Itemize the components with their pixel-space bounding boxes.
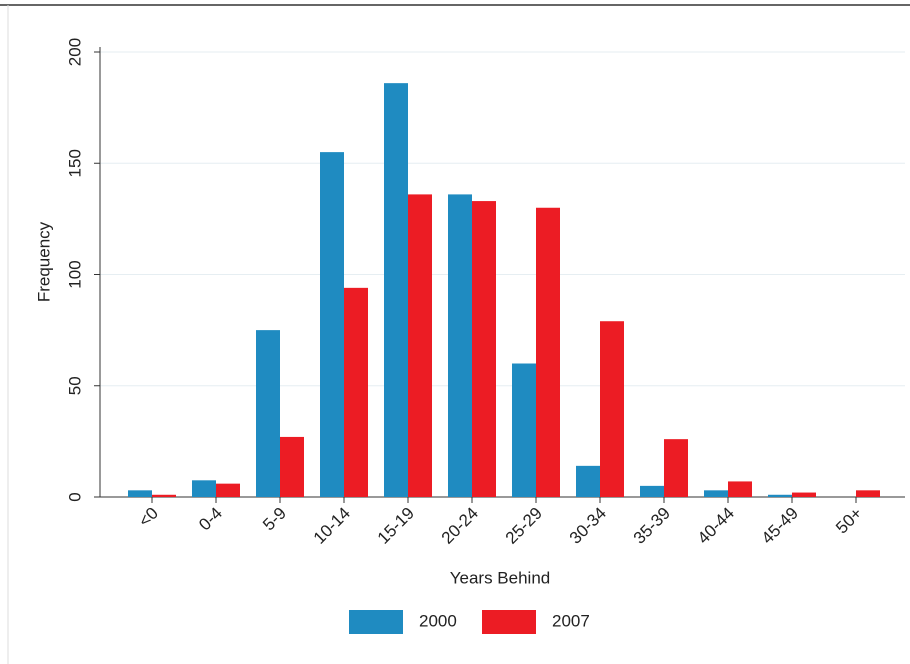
y-axis-title: Frequency [34, 221, 53, 302]
y-tick-label: 200 [65, 38, 84, 66]
bar [728, 481, 752, 497]
bar [320, 152, 344, 497]
bar [216, 483, 240, 497]
bar [472, 201, 496, 497]
x-tick-label: 50+ [832, 504, 866, 538]
x-tick-label: 15-19 [374, 504, 418, 548]
legend-swatch [482, 610, 536, 634]
x-tick-label: 25-29 [502, 504, 546, 548]
x-tick-label: 5-9 [259, 504, 290, 535]
bar [128, 490, 152, 497]
bar [600, 321, 624, 497]
x-tick-label: 40-44 [694, 504, 738, 548]
x-tick-label: 20-24 [438, 504, 482, 548]
bar [384, 83, 408, 498]
bar [512, 363, 536, 497]
bar [280, 436, 304, 497]
legend-label: 2007 [552, 611, 590, 630]
bar [344, 287, 368, 497]
bar [192, 480, 216, 497]
y-tick-label: 100 [65, 260, 84, 288]
legend-label: 2000 [419, 611, 457, 630]
bar [664, 439, 688, 497]
bar [408, 194, 432, 497]
bar [448, 194, 472, 497]
x-tick-label: 35-39 [630, 504, 674, 548]
x-tick-label: 0-4 [195, 504, 226, 535]
x-tick-label: 45-49 [758, 504, 802, 548]
bar [856, 490, 880, 497]
bar [640, 485, 664, 497]
bar [576, 465, 600, 497]
y-tick-label: 0 [65, 492, 84, 501]
bar [536, 207, 560, 497]
y-tick-label: 150 [65, 149, 84, 177]
bar [152, 494, 176, 497]
x-tick-label: 30-34 [566, 504, 610, 548]
x-axis-title: Years Behind [450, 568, 551, 587]
bar [792, 492, 816, 497]
bar [704, 490, 728, 497]
bar [768, 494, 792, 497]
y-tick-label: 50 [65, 376, 84, 395]
x-tick-label: <0 [135, 504, 162, 531]
legend-swatch [349, 610, 403, 634]
bar [256, 330, 280, 497]
x-tick-label: 10-14 [310, 504, 354, 548]
